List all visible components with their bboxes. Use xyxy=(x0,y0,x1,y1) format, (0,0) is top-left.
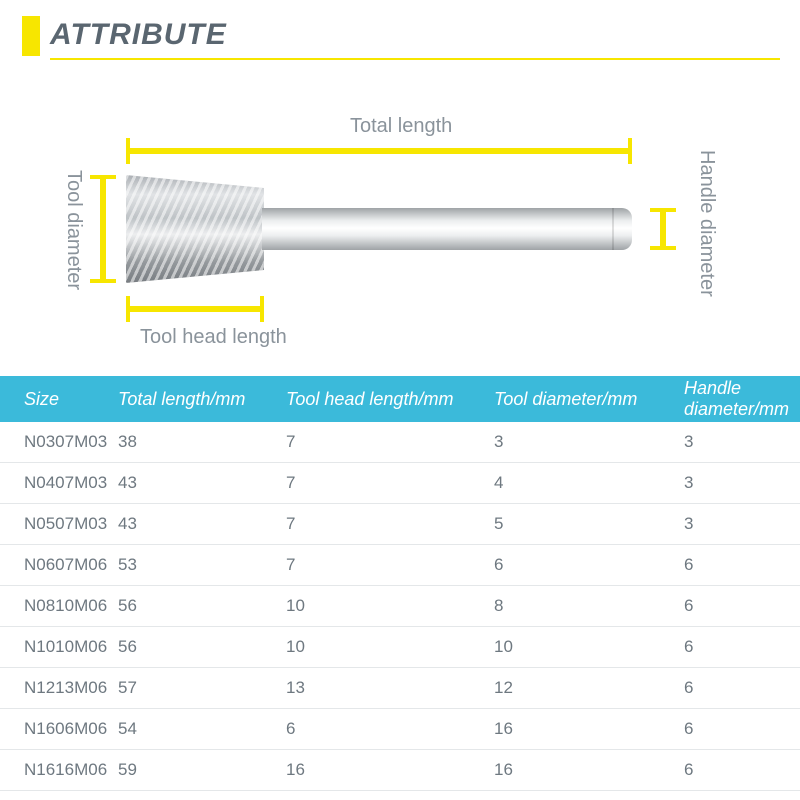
cell-tool-diameter: 8 xyxy=(494,596,684,616)
table-row: N1213M065713126 xyxy=(0,668,800,709)
cell-tool-head-length: 6 xyxy=(286,719,494,739)
cell-handle-diameter: 3 xyxy=(684,514,800,534)
cell-total-length: 53 xyxy=(118,555,286,575)
cell-total-length: 38 xyxy=(118,432,286,452)
col-header-tool-head-length: Tool head length/mm xyxy=(286,389,494,410)
col-header-handle-diameter: Handle diameter/mm xyxy=(684,378,800,420)
cell-tool-head-length: 7 xyxy=(286,432,494,452)
col-header-tool-diameter: Tool diameter/mm xyxy=(494,389,684,410)
table-header-row: Size Total length/mm Tool head length/mm… xyxy=(0,376,800,422)
dim-cap xyxy=(628,138,632,164)
table-row: N1616M065916166 xyxy=(0,750,800,791)
cell-size: N1010M06 xyxy=(0,637,118,657)
dim-cap xyxy=(126,296,130,322)
cell-tool-diameter: 10 xyxy=(494,637,684,657)
cell-tool-diameter: 16 xyxy=(494,719,684,739)
table-row: N0307M0338733 xyxy=(0,422,800,463)
cell-size: N0307M03 xyxy=(0,432,118,452)
col-header-total-length: Total length/mm xyxy=(118,389,286,410)
cell-tool-diameter: 16 xyxy=(494,760,684,780)
dim-bar-tool-head-length xyxy=(126,306,264,312)
table-row: N1606M06546166 xyxy=(0,709,800,750)
cell-tool-head-length: 10 xyxy=(286,637,494,657)
table-row: N0407M0343743 xyxy=(0,463,800,504)
cell-tool-head-length: 7 xyxy=(286,514,494,534)
cell-tool-diameter: 4 xyxy=(494,473,684,493)
cell-size: N0810M06 xyxy=(0,596,118,616)
cell-size: N0407M03 xyxy=(0,473,118,493)
cell-size: N0607M06 xyxy=(0,555,118,575)
tool-head-shape xyxy=(126,175,264,283)
cell-total-length: 56 xyxy=(118,596,286,616)
cell-total-length: 54 xyxy=(118,719,286,739)
label-tool-diameter: Tool diameter xyxy=(62,170,85,290)
table-body: N0307M0338733N0407M0343743N0507M0343753N… xyxy=(0,422,800,791)
cell-tool-head-length: 13 xyxy=(286,678,494,698)
label-tool-head-length: Tool head length xyxy=(140,326,287,349)
cell-total-length: 59 xyxy=(118,760,286,780)
col-header-size: Size xyxy=(0,389,118,410)
spec-table: Size Total length/mm Tool head length/mm… xyxy=(0,376,800,791)
title-accent-block xyxy=(22,16,40,56)
label-total-length: Total length xyxy=(350,115,452,138)
cell-total-length: 43 xyxy=(118,473,286,493)
dim-bar-handle-diameter xyxy=(660,208,666,250)
dim-cap xyxy=(260,296,264,322)
cell-handle-diameter: 6 xyxy=(684,719,800,739)
cell-total-length: 43 xyxy=(118,514,286,534)
cell-tool-diameter: 5 xyxy=(494,514,684,534)
table-row: N0507M0343753 xyxy=(0,504,800,545)
title-bar: ATTRIBUTE xyxy=(0,16,800,60)
dim-bar-tool-diameter xyxy=(100,175,106,283)
dim-cap xyxy=(650,208,676,212)
cell-size: N0507M03 xyxy=(0,514,118,534)
cell-handle-diameter: 6 xyxy=(684,760,800,780)
dim-cap xyxy=(90,175,116,179)
cell-tool-head-length: 16 xyxy=(286,760,494,780)
cell-handle-diameter: 6 xyxy=(684,555,800,575)
cell-total-length: 56 xyxy=(118,637,286,657)
title-underline xyxy=(50,58,780,60)
cell-size: N1606M06 xyxy=(0,719,118,739)
table-row: N1010M065610106 xyxy=(0,627,800,668)
page-title: ATTRIBUTE xyxy=(50,18,227,52)
cell-total-length: 57 xyxy=(118,678,286,698)
label-handle-diameter: Handle diameter xyxy=(695,150,718,297)
cell-size: N1213M06 xyxy=(0,678,118,698)
cell-handle-diameter: 3 xyxy=(684,432,800,452)
cell-handle-diameter: 6 xyxy=(684,596,800,616)
cell-tool-diameter: 6 xyxy=(494,555,684,575)
cell-handle-diameter: 3 xyxy=(684,473,800,493)
cell-tool-head-length: 10 xyxy=(286,596,494,616)
tool-shank-shape xyxy=(262,208,632,250)
table-row: N0607M0653766 xyxy=(0,545,800,586)
cell-size: N1616M06 xyxy=(0,760,118,780)
cell-tool-head-length: 7 xyxy=(286,555,494,575)
cell-tool-head-length: 7 xyxy=(286,473,494,493)
dim-bar-total-length xyxy=(126,148,632,154)
tool-diagram: Total length Tool head length Tool diame… xyxy=(0,90,800,360)
table-row: N0810M06561086 xyxy=(0,586,800,627)
cell-tool-diameter: 12 xyxy=(494,678,684,698)
dim-cap xyxy=(650,246,676,250)
dim-cap xyxy=(126,138,130,164)
dim-cap xyxy=(90,279,116,283)
cell-handle-diameter: 6 xyxy=(684,637,800,657)
cell-handle-diameter: 6 xyxy=(684,678,800,698)
cell-tool-diameter: 3 xyxy=(494,432,684,452)
